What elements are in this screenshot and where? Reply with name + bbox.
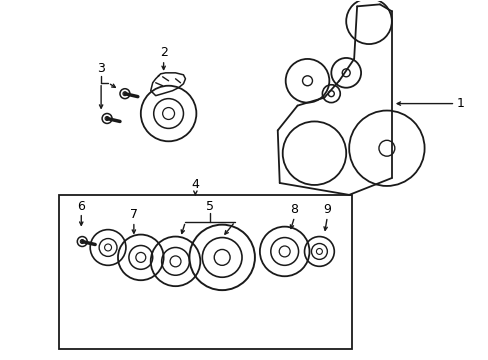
Text: 1: 1: [455, 97, 463, 110]
Text: 5: 5: [206, 200, 214, 213]
Text: 2: 2: [160, 46, 167, 59]
Text: 8: 8: [290, 203, 298, 216]
Text: 4: 4: [191, 179, 199, 192]
Bar: [60, 195, 351, 349]
Text: 7: 7: [130, 208, 138, 221]
Text: 6: 6: [77, 200, 85, 213]
Text: 3: 3: [97, 62, 105, 75]
Text: 9: 9: [323, 203, 330, 216]
